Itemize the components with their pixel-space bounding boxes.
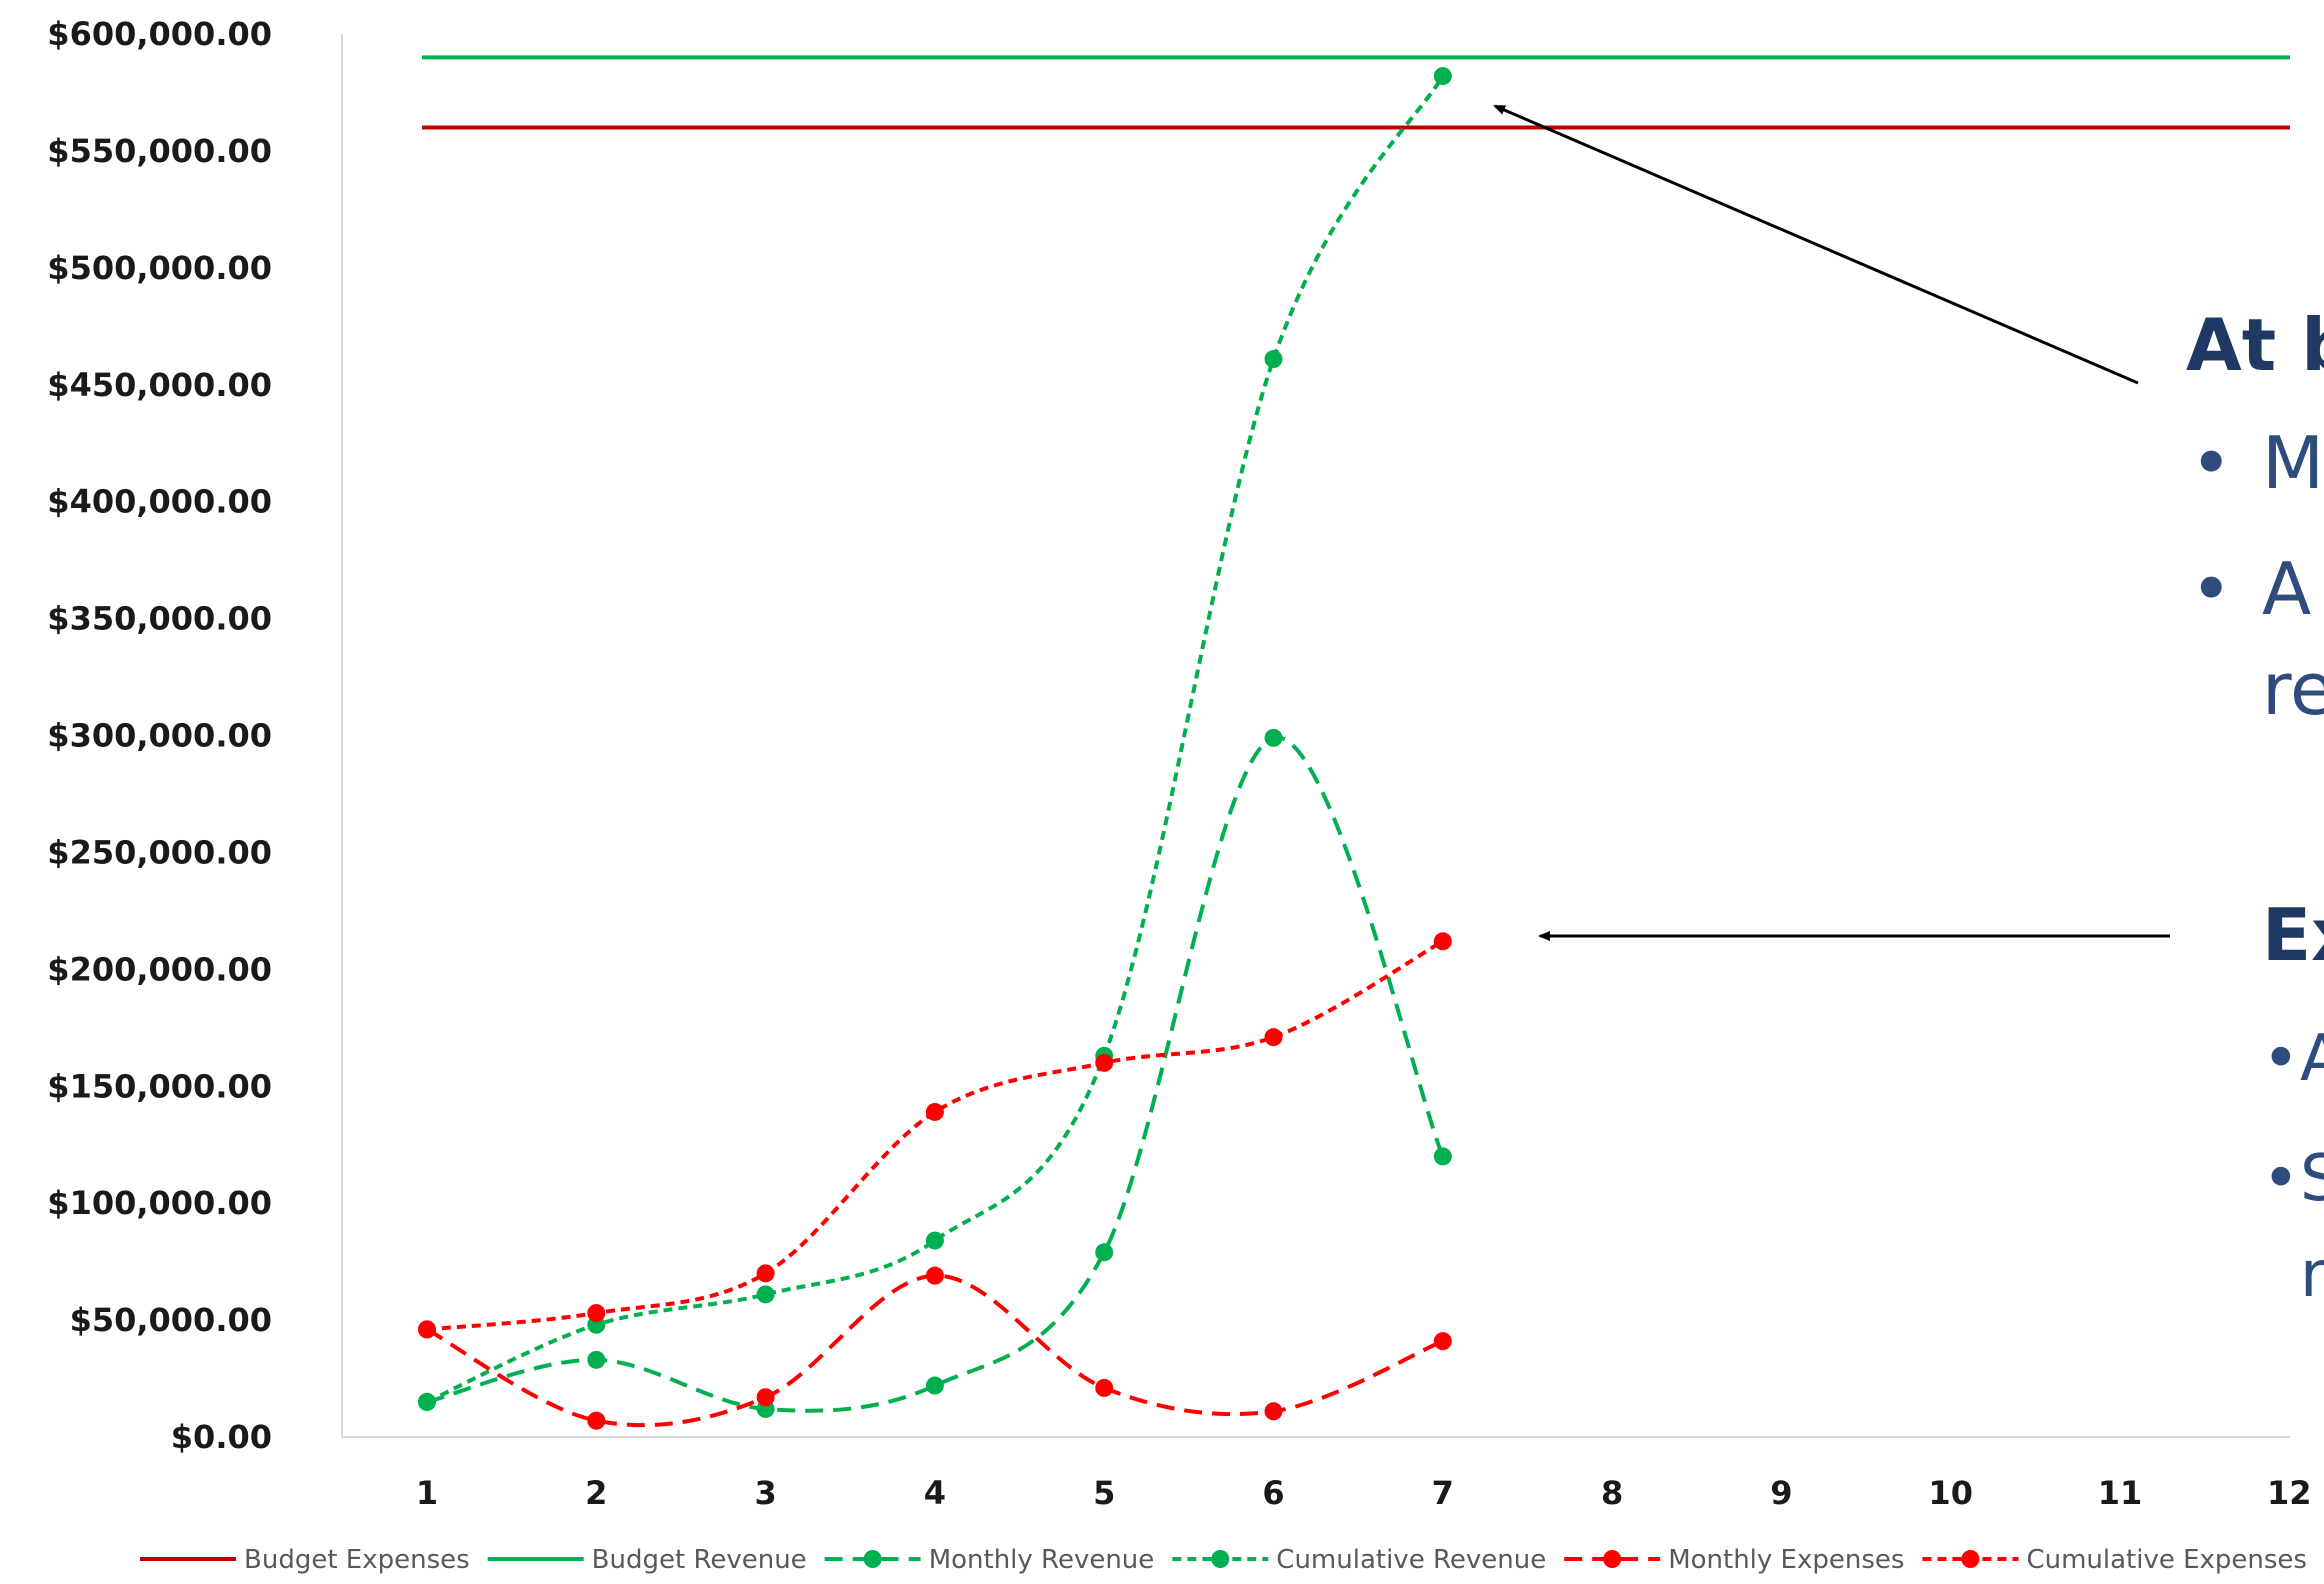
legend-label: Monthly Revenue — [929, 1545, 1155, 1575]
legend-label: Budget Expenses — [244, 1545, 470, 1575]
data-point — [925, 1231, 944, 1250]
axes — [341, 34, 2290, 1438]
annotation-top-bullet-1-symbol: • — [2190, 421, 2232, 505]
y-tick-label: $200,000.00 — [47, 950, 272, 988]
legend-item-monthly-expenses: Monthly Expenses — [1564, 1545, 1904, 1575]
series-cumulative-revenue — [418, 67, 1452, 1411]
legend-label: Monthly Expenses — [1668, 1545, 1904, 1575]
legend-marker — [1211, 1550, 1230, 1568]
data-point — [1264, 728, 1283, 747]
annotation-bottom-bullet-2: S — [2300, 1142, 2324, 1216]
data-point — [756, 1285, 775, 1304]
series-line-monthly-expenses — [426, 1273, 1444, 1428]
data-point — [587, 1411, 606, 1430]
annotation-bottom-bullet-1: A — [2300, 1022, 2324, 1096]
series-cumulative-expenses — [418, 932, 1452, 1339]
annotation-top-bullet-1: M — [2262, 421, 2324, 505]
y-tick-label: $250,000.00 — [47, 833, 272, 871]
legend-item-budget-revenue: Budget Revenue — [487, 1545, 807, 1575]
annotation-bottom-bullet-2-symbol: • — [2262, 1142, 2300, 1216]
y-tick-label: $150,000.00 — [47, 1067, 272, 1105]
y-tick-label: $100,000.00 — [47, 1184, 272, 1222]
data-point — [1095, 1243, 1114, 1262]
data-point — [587, 1350, 606, 1369]
series-line-monthly-revenue — [426, 735, 1445, 1413]
series-monthly-revenue — [418, 728, 1452, 1418]
x-tick-label: 11 — [2098, 1474, 2143, 1512]
y-tick-label: $300,000.00 — [47, 717, 272, 755]
legend-marker — [1961, 1550, 1980, 1568]
legend-label: Budget Revenue — [592, 1545, 807, 1575]
legend-marker — [863, 1550, 882, 1568]
annotation-top-continuation: re — [2262, 647, 2324, 731]
legend-item-cumulative-revenue: Cumulative Revenue — [1172, 1545, 1546, 1575]
data-point — [1433, 67, 1452, 86]
data-point — [925, 1102, 944, 1121]
legend-marker — [1603, 1550, 1622, 1568]
data-point — [756, 1388, 775, 1407]
data-point — [1264, 1402, 1283, 1421]
series-monthly-expenses — [418, 1266, 1452, 1430]
annotation-bottom-bullet-1-symbol: • — [2262, 1022, 2300, 1096]
y-tick-label: $550,000.00 — [47, 132, 272, 170]
y-tick-label: $0.00 — [171, 1418, 272, 1456]
annotation-top-title: At b — [2186, 303, 2324, 387]
series-line-cumulative-revenue — [426, 75, 1445, 1404]
x-tick-label: 1 — [416, 1474, 438, 1512]
data-point — [756, 1264, 775, 1283]
data-point — [1433, 1147, 1452, 1166]
x-tick-label: 5 — [1093, 1474, 1115, 1512]
data-point — [925, 1266, 944, 1285]
data-point — [1433, 932, 1452, 951]
series-layer — [418, 55, 2290, 1430]
annotations: At b • M • A re Ex • A • S n — [1493, 104, 2324, 1312]
x-tick-labels: 1 2 3 4 5 6 7 8 9 10 11 12 — [416, 1474, 2312, 1512]
y-tick-label: $450,000.00 — [47, 366, 272, 404]
legend-item-budget-expenses: Budget Expenses — [140, 1545, 470, 1575]
annotation-bottom-continuation: n — [2300, 1238, 2324, 1312]
legend-label: Cumulative Expenses — [2026, 1545, 2307, 1575]
y-tick-label: $600,000.00 — [47, 15, 272, 53]
annotation-top-bullet-2-symbol: • — [2190, 547, 2232, 631]
data-point — [925, 1376, 944, 1395]
data-point — [1095, 1378, 1114, 1397]
data-point — [1264, 1028, 1283, 1047]
y-tick-label: $50,000.00 — [70, 1301, 272, 1339]
data-point — [1095, 1053, 1114, 1072]
legend: Budget Expenses Budget Revenue Monthly Rev… — [140, 1545, 2307, 1575]
annotation-bottom-title: Ex — [2262, 893, 2324, 977]
arrow-to-revenue — [1493, 104, 2139, 385]
data-point — [1264, 350, 1283, 369]
x-tick-label: 4 — [924, 1474, 946, 1512]
x-tick-label: 8 — [1601, 1474, 1623, 1512]
data-point — [1433, 1332, 1452, 1351]
y-tick-labels: $0.00 $50,000.00 $100,000.00 $150,000.00 $20… — [47, 15, 272, 1456]
data-point — [418, 1320, 436, 1339]
data-point — [587, 1304, 606, 1323]
annotation-top-bullet-2: A — [2262, 547, 2311, 631]
x-tick-label: 7 — [1432, 1474, 1454, 1512]
x-tick-label: 2 — [585, 1474, 607, 1512]
y-tick-label: $400,000.00 — [47, 483, 272, 521]
data-point — [418, 1392, 436, 1411]
x-tick-label: 12 — [2267, 1474, 2312, 1512]
legend-label: Cumulative Revenue — [1276, 1545, 1546, 1575]
y-tick-label: $350,000.00 — [47, 600, 272, 638]
x-tick-label: 9 — [1770, 1474, 1792, 1512]
x-tick-label: 10 — [1928, 1474, 1973, 1512]
legend-item-monthly-revenue: Monthly Revenue — [824, 1545, 1155, 1575]
x-tick-label: 3 — [754, 1474, 776, 1512]
legend-item-cumulative-expenses: Cumulative Expenses — [1922, 1545, 2307, 1575]
y-tick-label: $500,000.00 — [47, 249, 272, 287]
x-tick-label: 6 — [1262, 1474, 1284, 1512]
